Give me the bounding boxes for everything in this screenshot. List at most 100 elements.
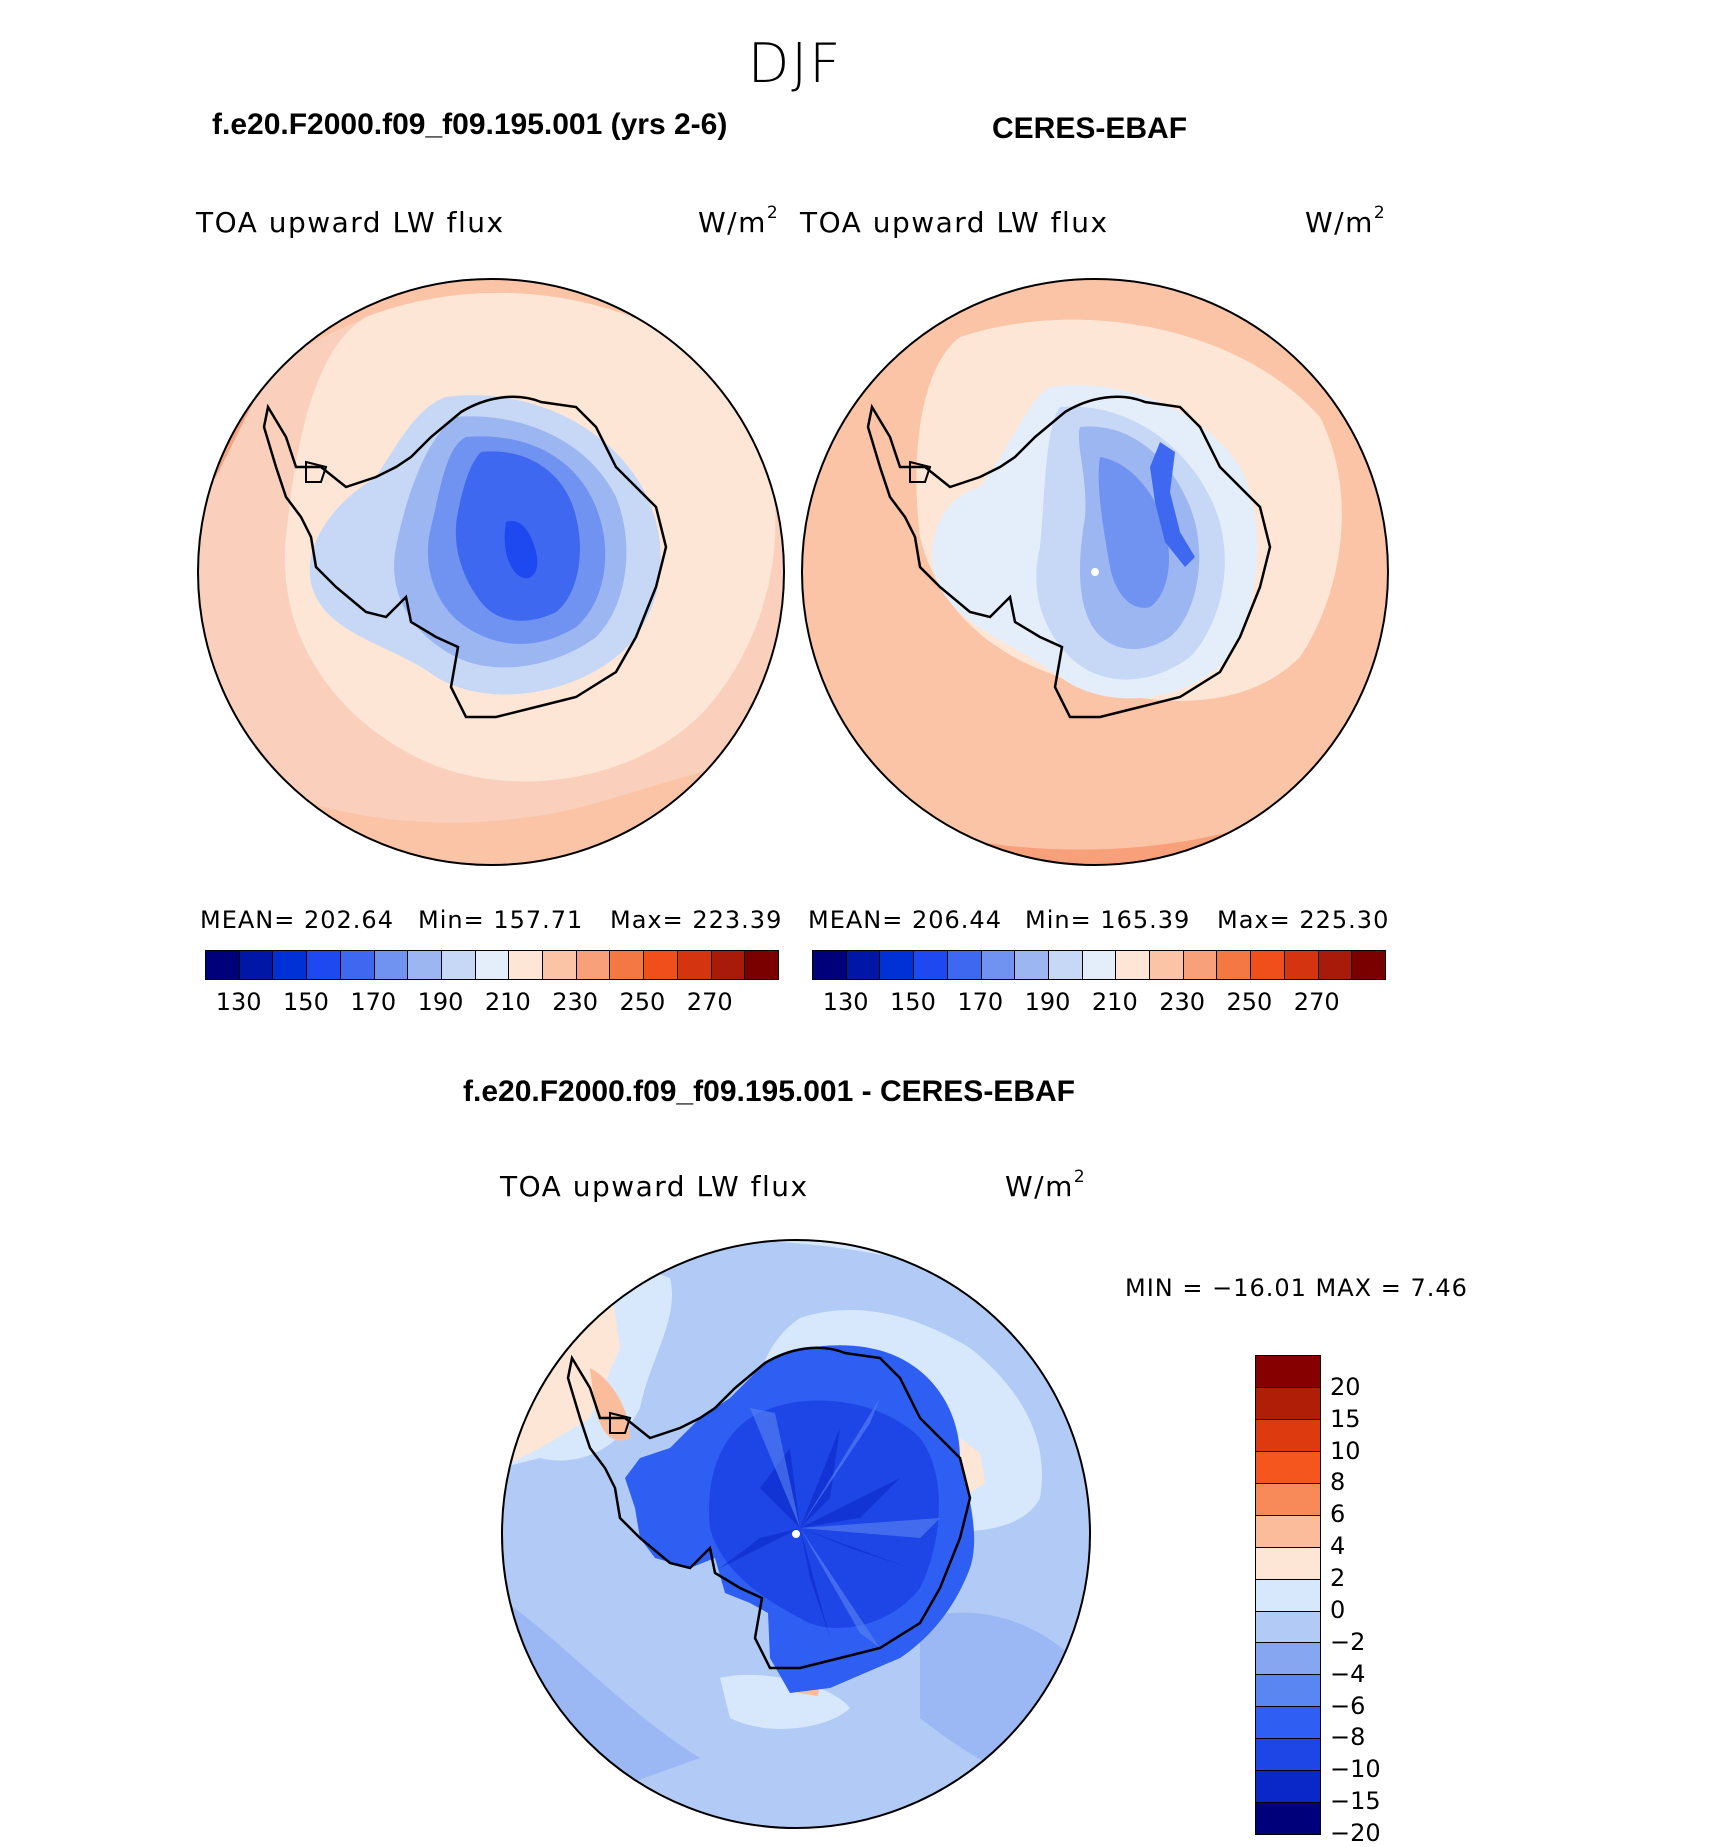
top-right-colorbar — [812, 950, 1386, 980]
colorbar-swatch — [879, 951, 914, 979]
colorbar-swatch — [609, 951, 644, 979]
colorbar-swatch — [306, 951, 340, 979]
colorbar-swatch — [1256, 1610, 1320, 1643]
colorbar-swatch — [946, 951, 981, 979]
colorbar-swatch — [1149, 951, 1183, 979]
colorbar-tick-label: 8 — [1330, 1468, 1346, 1497]
bottom-units-label: W/m2 — [1005, 1166, 1087, 1203]
colorbar-swatch — [1256, 1578, 1320, 1611]
top-left-units-label: W/m2 — [698, 202, 780, 239]
colorbar-tick-label: −6 — [1330, 1691, 1366, 1720]
colorbar-tick-label: 150 — [890, 988, 936, 1016]
colorbar-swatch — [1115, 951, 1150, 979]
colorbar-swatch — [913, 951, 947, 979]
top-right-variable-label: TOA upward LW flux — [800, 206, 1109, 239]
colorbar-swatch — [1256, 1642, 1320, 1675]
colorbar-tick-label: 190 — [417, 988, 464, 1016]
bottom-polar-map — [501, 1239, 1091, 1829]
colorbar-swatch — [542, 951, 576, 979]
colorbar-tick-label: 130 — [822, 988, 869, 1016]
top-right-min-stat: Min= 165.39 — [1025, 906, 1191, 934]
colorbar-tick-label: 170 — [957, 988, 1004, 1016]
top-left-colorbar — [205, 950, 779, 980]
top-right-panel-title: CERES-EBAF — [992, 112, 1188, 145]
colorbar-tick-label: 210 — [484, 988, 531, 1016]
colorbar-tick-label: 150 — [283, 988, 329, 1016]
bottom-colorbar — [1255, 1355, 1321, 1835]
colorbar-swatch — [339, 951, 374, 979]
colorbar-tick-label: 250 — [1226, 988, 1273, 1016]
colorbar-swatch — [1283, 951, 1318, 979]
colorbar-tick-label: 190 — [1024, 988, 1071, 1016]
bottom-variable-label: TOA upward LW flux — [500, 1170, 809, 1203]
top-right-mean-stat: MEAN= 206.44 — [808, 906, 1002, 934]
top-right-units-label: W/m2 — [1305, 202, 1387, 239]
top-left-mean-stat: MEAN= 202.64 — [200, 906, 394, 934]
colorbar-swatch — [1256, 1418, 1320, 1451]
colorbar-swatch — [1351, 951, 1385, 979]
colorbar-swatch — [1081, 951, 1116, 979]
colorbar-tick-label: 20 — [1330, 1372, 1361, 1401]
colorbar-swatch — [508, 951, 543, 979]
colorbar-tick-label: 130 — [215, 988, 262, 1016]
top-left-min-stat: Min= 157.71 — [418, 906, 584, 934]
colorbar-swatch — [1256, 1450, 1320, 1483]
colorbar-tick-label: 15 — [1330, 1404, 1361, 1433]
colorbar-swatch — [813, 951, 846, 979]
top-left-variable-label: TOA upward LW flux — [196, 206, 505, 239]
colorbar-swatch — [440, 951, 475, 979]
colorbar-swatch — [1256, 1770, 1320, 1803]
colorbar-swatch — [845, 951, 880, 979]
colorbar-swatch — [238, 951, 273, 979]
colorbar-tick-label: −20 — [1330, 1819, 1381, 1847]
bottom-panel-title: f.e20.F2000.f09_f09.195.001 - CERES-EBAF — [463, 1075, 1075, 1108]
colorbar-tick-label: 0 — [1330, 1595, 1346, 1624]
colorbar-tick-label: −8 — [1330, 1723, 1366, 1752]
colorbar-swatch — [744, 951, 778, 979]
colorbar-swatch — [1256, 1802, 1320, 1835]
colorbar-tick-label: 230 — [552, 988, 599, 1016]
colorbar-swatch — [1317, 951, 1352, 979]
colorbar-tick-label: 10 — [1330, 1436, 1361, 1465]
colorbar-tick-label: 210 — [1091, 988, 1138, 1016]
colorbar-swatch — [474, 951, 509, 979]
colorbar-swatch — [710, 951, 745, 979]
colorbar-swatch — [1256, 1514, 1320, 1547]
colorbar-tick-label: 170 — [350, 988, 397, 1016]
colorbar-tick-label: −2 — [1330, 1627, 1366, 1656]
colorbar-swatch — [1216, 951, 1251, 979]
colorbar-tick-label: 2 — [1330, 1564, 1346, 1593]
colorbar-swatch — [407, 951, 441, 979]
top-left-polar-map — [197, 278, 785, 866]
colorbar-swatch — [272, 951, 307, 979]
colorbar-swatch — [373, 951, 408, 979]
colorbar-swatch — [1047, 951, 1082, 979]
colorbar-swatch — [1256, 1356, 1320, 1387]
colorbar-swatch — [1256, 1546, 1320, 1579]
top-right-max-stat: Max= 225.30 — [1217, 906, 1390, 934]
bottom-minmax-stat: MIN = −16.01 MAX = 7.46 — [1125, 1274, 1468, 1302]
colorbar-swatch — [980, 951, 1015, 979]
colorbar-swatch — [206, 951, 239, 979]
colorbar-swatch — [1256, 1386, 1320, 1419]
colorbar-tick-label: 270 — [686, 988, 733, 1016]
colorbar-tick-label: −4 — [1330, 1659, 1366, 1688]
colorbar-swatch — [643, 951, 677, 979]
colorbar-swatch — [1256, 1706, 1320, 1739]
page-title: DJF — [747, 32, 843, 95]
colorbar-tick-label: 6 — [1330, 1500, 1346, 1529]
colorbar-swatch — [1256, 1738, 1320, 1771]
top-right-polar-map — [801, 278, 1389, 866]
colorbar-tick-label: −15 — [1330, 1787, 1381, 1816]
colorbar-swatch — [1256, 1674, 1320, 1707]
colorbar-tick-label: −10 — [1330, 1755, 1381, 1784]
top-left-max-stat: Max= 223.39 — [610, 906, 783, 934]
colorbar-swatch — [1182, 951, 1217, 979]
colorbar-swatch — [1256, 1482, 1320, 1515]
colorbar-tick-label: 4 — [1330, 1532, 1346, 1561]
colorbar-tick-label: 250 — [619, 988, 666, 1016]
colorbar-swatch — [1250, 951, 1284, 979]
colorbar-swatch — [1014, 951, 1048, 979]
colorbar-tick-label: 230 — [1159, 988, 1206, 1016]
colorbar-swatch — [676, 951, 711, 979]
